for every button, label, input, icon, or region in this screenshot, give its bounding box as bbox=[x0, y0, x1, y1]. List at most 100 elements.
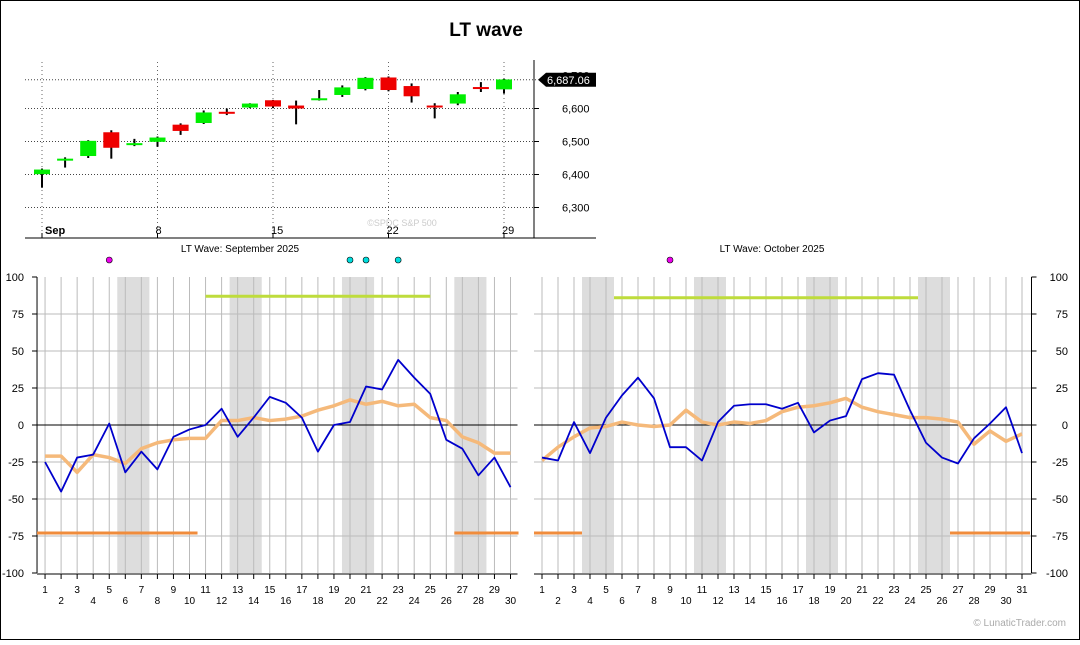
oct-y-tick-label: 100 bbox=[1050, 272, 1068, 284]
panel-x-tick-label: 5 bbox=[603, 585, 609, 596]
panel-x-tick-label: 1 bbox=[42, 585, 48, 596]
last-price-tag bbox=[538, 72, 596, 87]
sep-y-tick-label: -100 bbox=[2, 568, 24, 580]
panel-x-tick-label: 28 bbox=[473, 596, 485, 607]
cyan-marker-dot bbox=[394, 256, 402, 264]
smoothed-wave-line bbox=[540, 396, 1023, 462]
candle-x-tick-label: Sep bbox=[45, 225, 65, 237]
candle-up bbox=[496, 79, 512, 90]
sep-y-tick-label: 0 bbox=[18, 420, 24, 432]
cyan-marker-dot bbox=[346, 256, 354, 264]
panel-x-tick-label: 3 bbox=[571, 585, 577, 596]
panel-x-tick-label: 22 bbox=[377, 596, 389, 607]
panel-x-tick-label: 6 bbox=[619, 596, 625, 607]
candle-down bbox=[426, 105, 443, 108]
candle-up bbox=[149, 137, 166, 142]
oct-y-tick-label: 25 bbox=[1056, 383, 1068, 395]
panel-x-tick-label: 7 bbox=[635, 585, 641, 596]
panel-x-tick-label: 25 bbox=[920, 585, 932, 596]
candle-down bbox=[403, 86, 420, 97]
oct-y-tick-label: 50 bbox=[1056, 346, 1068, 358]
panel-x-tick-label: 3 bbox=[74, 585, 80, 596]
panel-x-tick-label: 15 bbox=[264, 585, 276, 596]
candle-down bbox=[472, 87, 489, 90]
panel-x-tick-label: 28 bbox=[968, 596, 980, 607]
candle-down bbox=[265, 100, 281, 107]
panel-x-tick-label: 5 bbox=[106, 585, 112, 596]
panel-x-tick-label: 16 bbox=[776, 596, 788, 607]
oct-y-tick-label: 0 bbox=[1062, 420, 1068, 432]
candle-up bbox=[357, 77, 374, 90]
panel-x-tick-label: 31 bbox=[1016, 585, 1028, 596]
panel-x-tick-label: 4 bbox=[90, 596, 96, 607]
candle-up bbox=[34, 169, 50, 175]
panel-x-tick-label: 13 bbox=[232, 585, 244, 596]
sep-y-tick-label: 100 bbox=[6, 272, 24, 284]
panel-x-tick-label: 18 bbox=[312, 596, 324, 607]
panel-x-tick-label: 2 bbox=[555, 596, 561, 607]
panel-x-tick-label: 21 bbox=[360, 585, 372, 596]
oct-y-tick-label: -75 bbox=[1052, 531, 1068, 543]
candle-x-tick-label: 29 bbox=[502, 225, 514, 237]
sep-y-tick-label: 25 bbox=[12, 383, 24, 395]
panel-x-tick-label: 20 bbox=[344, 596, 356, 607]
panel-x-tick-label: 8 bbox=[651, 596, 657, 607]
panel-x-tick-label: 26 bbox=[441, 596, 453, 607]
candle-up bbox=[195, 112, 212, 124]
panel-x-tick-label: 19 bbox=[824, 585, 836, 596]
panel-x-tick-label: 9 bbox=[171, 585, 177, 596]
credit-text: © LunaticTrader.com bbox=[973, 618, 1066, 629]
panel-x-tick-label: 1 bbox=[539, 585, 545, 596]
sep-y-tick-label: 75 bbox=[12, 309, 24, 321]
candle-up bbox=[241, 103, 258, 108]
candle-up bbox=[449, 94, 466, 104]
panel-x-tick-label: 30 bbox=[505, 596, 517, 607]
panel-x-tick-label: 11 bbox=[200, 585, 211, 596]
panel-x-tick-label: 25 bbox=[425, 585, 437, 596]
sep-y-tick-label: -75 bbox=[8, 531, 24, 543]
panel-x-tick-label: 21 bbox=[856, 585, 868, 596]
candle-down bbox=[288, 105, 305, 109]
candle-y-tick-label: 6,400 bbox=[562, 170, 590, 182]
magenta-marker-dot bbox=[666, 256, 674, 264]
candle-y-tick-label: 6,600 bbox=[562, 104, 590, 116]
sep-y-tick-label: -25 bbox=[8, 457, 24, 469]
panel-x-tick-label: 29 bbox=[489, 585, 501, 596]
candle-y-tick-label: 6,300 bbox=[562, 203, 590, 215]
panel-x-tick-label: 6 bbox=[123, 596, 129, 607]
candle-up bbox=[126, 143, 143, 146]
magenta-marker-dot bbox=[105, 256, 113, 264]
candle-up bbox=[334, 87, 351, 95]
candle-y-tick-label: 6,500 bbox=[562, 137, 590, 149]
candle-x-tick-label: 15 bbox=[271, 225, 283, 237]
candle-up bbox=[311, 98, 328, 101]
panel-x-tick-label: 24 bbox=[904, 596, 916, 607]
panel-x-tick-label: 7 bbox=[139, 585, 145, 596]
oct-wave-title: LT Wave: October 2025 bbox=[720, 244, 825, 255]
panel-x-tick-label: 22 bbox=[872, 596, 884, 607]
panel-x-tick-label: 30 bbox=[1000, 596, 1012, 607]
panel-x-tick-label: 8 bbox=[155, 596, 161, 607]
panel-x-tick-label: 10 bbox=[680, 596, 692, 607]
candle-up bbox=[80, 140, 97, 157]
lt-wave-line bbox=[541, 372, 1023, 465]
panel-x-tick-label: 12 bbox=[216, 596, 228, 607]
cyan-marker-dot bbox=[362, 256, 370, 264]
candle-up bbox=[57, 158, 74, 161]
candle-down bbox=[172, 124, 189, 131]
candle-down bbox=[380, 77, 397, 91]
oct-y-tick-label: -50 bbox=[1052, 494, 1068, 506]
panel-x-tick-label: 20 bbox=[840, 596, 852, 607]
panel-x-tick-label: 14 bbox=[744, 596, 756, 607]
candle-watermark: ©SPDC S&P 500 bbox=[367, 218, 437, 228]
panel-x-tick-label: 10 bbox=[184, 596, 196, 607]
oct-y-tick-label: -25 bbox=[1052, 457, 1068, 469]
chart-marks: 6,7006,3006,4006,5006,600Sep81522296,687… bbox=[2, 60, 1068, 607]
panel-x-tick-label: 26 bbox=[936, 596, 948, 607]
oct-y-tick-label: -100 bbox=[1046, 568, 1068, 580]
candle-down bbox=[103, 132, 120, 148]
panel-x-tick-label: 27 bbox=[457, 585, 469, 596]
